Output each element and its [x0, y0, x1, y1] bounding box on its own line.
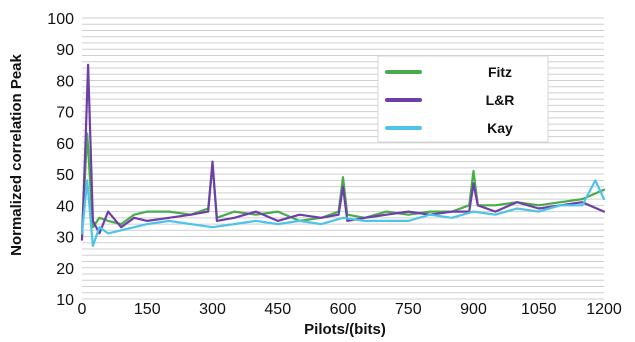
y-tick-label: 100	[47, 11, 74, 28]
x-axis-label: Pilots/(bits)	[304, 321, 386, 338]
y-tick-label: 40	[56, 198, 74, 215]
legend: Fitz L&R Kay	[377, 55, 549, 143]
y-tick-label: 60	[56, 136, 74, 153]
y-tick-label: 50	[56, 167, 74, 184]
x-tick-label: 0	[78, 301, 87, 318]
x-tick-label: 150	[134, 301, 161, 318]
x-tick-label: 900	[460, 301, 487, 318]
x-tick-label: 600	[330, 301, 357, 318]
x-tick-label: 1050	[521, 301, 557, 318]
x-tick-labels: 0 150 300 450 600 750 900 1050 1200	[78, 301, 622, 318]
y-tick-label: 90	[56, 42, 74, 59]
y-tick-label: 20	[56, 261, 74, 278]
legend-label: Fitz	[488, 64, 512, 80]
y-tick-label: 30	[56, 230, 74, 247]
x-tick-label: 450	[264, 301, 291, 318]
y-tick-label: 70	[56, 105, 74, 122]
y-axis-label: Normalized correlation Peak	[8, 53, 25, 255]
legend-label: Kay	[487, 120, 513, 136]
y-tick-label: 80	[56, 73, 74, 90]
y-tick-labels: 10 20 30 40 50 60 70 80 90 100	[47, 11, 74, 309]
series-layer	[80, 63, 606, 247]
x-tick-label: 750	[395, 301, 422, 318]
series-line-kay	[80, 179, 606, 247]
y-tick-label: 10	[56, 292, 74, 309]
legend-label: L&R	[486, 92, 515, 108]
x-tick-label: 1200	[586, 301, 622, 318]
series-line-l-r	[80, 63, 606, 241]
x-tick-label: 300	[199, 301, 226, 318]
